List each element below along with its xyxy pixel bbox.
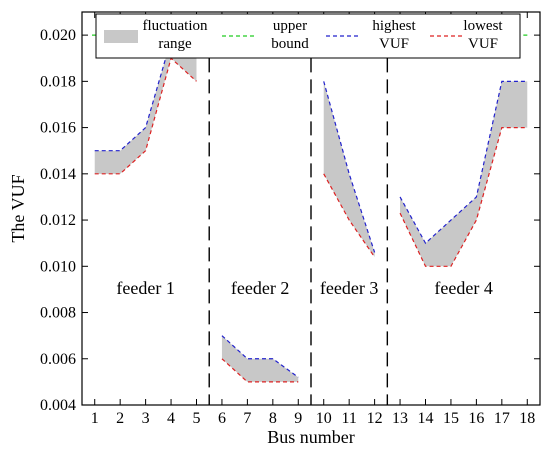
legend-label-lowest: VUF [468, 36, 498, 52]
highest-vuf-line [221, 335, 299, 378]
x-tick-label: 16 [468, 410, 484, 427]
x-tick-label: 18 [519, 410, 535, 427]
x-axis-ticks: 1 2 3 4 5 6 7 8 9 10 11 12 13 14 15 16 17 18 [91, 12, 535, 427]
series-lines [94, 39, 528, 383]
y-tick-label: 0.006 [40, 351, 76, 368]
highest-vuf-line [94, 39, 197, 152]
highest-vuf-line [323, 81, 376, 253]
lowest-vuf-line [323, 173, 376, 258]
y-tick-label: 0.020 [40, 27, 76, 44]
fluctuation-range-area [323, 81, 375, 258]
x-tick-label: 11 [341, 410, 356, 427]
x-tick-label: 2 [116, 410, 124, 427]
x-tick-label: 15 [443, 410, 459, 427]
legend-label-range: fluctuation [143, 18, 208, 34]
x-tick-label: 5 [193, 410, 201, 427]
x-tick-label: 8 [269, 410, 277, 427]
y-tick-label: 0.008 [40, 305, 76, 322]
legend-label-upper: bound [271, 36, 309, 52]
x-axis-title: Bus number [267, 427, 355, 447]
y-tick-label: 0.012 [40, 212, 76, 229]
feeder-labels: feeder 1 feeder 2 feeder 3 feeder 4 [116, 278, 493, 298]
legend-label-highest: VUF [379, 36, 409, 52]
legend-label-lowest: lowest [463, 18, 503, 34]
feeder-label: feeder 1 [116, 278, 174, 298]
y-axis-ticks: 0.004 0.006 0.008 0.010 0.012 0.014 0.016 0.018… [40, 27, 540, 414]
x-tick-label: 3 [142, 410, 150, 427]
feeder-separators [208, 37, 389, 405]
fluctuation-range-area [400, 81, 528, 267]
x-tick-label: 10 [316, 410, 332, 427]
legend-swatch-range [104, 30, 138, 43]
y-axis-title: The VUF [8, 174, 28, 242]
legend-label-range: range [158, 36, 192, 52]
legend-box [95, 13, 521, 59]
fluctuation-range-area [221, 335, 299, 382]
x-tick-label: 14 [418, 410, 434, 427]
legend: fluctuation range upper bound highest VUF lowe… [95, 13, 521, 59]
lowest-vuf-line [399, 126, 528, 267]
feeder-label: feeder 2 [231, 278, 289, 298]
x-tick-label: 17 [494, 410, 510, 427]
x-tick-label: 9 [294, 410, 302, 427]
feeder-label: feeder 3 [320, 278, 378, 298]
y-tick-label: 0.016 [40, 120, 76, 137]
legend-label-highest: highest [372, 18, 416, 34]
x-tick-label: 7 [243, 410, 251, 427]
lowest-vuf-line [94, 57, 197, 175]
y-tick-label: 0.010 [40, 258, 76, 275]
legend-label-upper: upper [273, 18, 307, 34]
fluctuation-range-area [94, 39, 197, 174]
x-tick-label: 1 [91, 410, 99, 427]
y-tick-label: 0.004 [40, 397, 76, 414]
x-tick-label: 4 [167, 410, 175, 427]
highest-vuf-line [399, 80, 528, 245]
lowest-vuf-line [221, 358, 299, 383]
y-tick-label: 0.014 [40, 166, 76, 183]
x-tick-label: 6 [218, 410, 226, 427]
feeder-label: feeder 4 [434, 278, 492, 298]
x-tick-label: 12 [367, 410, 383, 427]
x-tick-label: 13 [392, 410, 408, 427]
y-tick-label: 0.018 [40, 73, 76, 90]
